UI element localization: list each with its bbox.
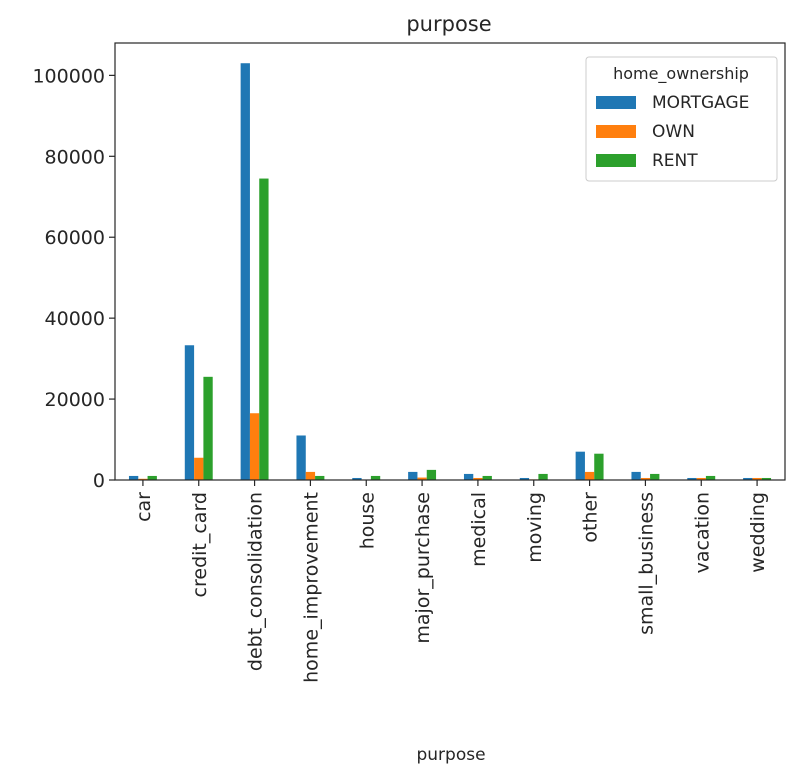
bar-own-wedding (752, 477, 762, 480)
y-tick-label: 60000 (45, 227, 105, 249)
bar-mortgage-home_improvement (296, 435, 306, 480)
bar-own-credit_card (194, 457, 204, 480)
bar-rent-major_purchase (426, 469, 437, 480)
bar-rent-credit_card (203, 376, 213, 480)
x-tick-label-home_improvement: home_improvement (300, 492, 322, 683)
y-tick-label: 100000 (32, 65, 105, 87)
x-tick-label-major_purchase: major_purchase (412, 492, 434, 644)
x-tick-label-vacation: vacation (691, 492, 713, 573)
legend-swatch-rent (596, 154, 636, 167)
bar-rent-home_improvement (315, 475, 325, 480)
x-axis: car credit_card debt_consolidation home_imp… (133, 480, 769, 683)
bar-rent-other (594, 453, 604, 480)
bar-rent-small_business (650, 473, 660, 480)
legend-label-mortgage: MORTGAGE (652, 93, 749, 113)
bar-own-major_purchase (417, 477, 427, 480)
legend: home_ownership MORTGAGE OWN RENT (585, 56, 778, 182)
bar-mortgage-debt_consolidation (240, 63, 250, 480)
bar-mortgage-moving (519, 477, 530, 480)
x-tick-label-other: other (580, 492, 602, 543)
x-tick-label-credit_card: credit_card (189, 492, 211, 597)
y-tick-label: 40000 (45, 308, 105, 330)
legend-swatch-mortgage (596, 96, 636, 109)
legend-label-own: OWN (652, 122, 695, 142)
plot-frame (114, 42, 786, 481)
bar-mortgage-medical (463, 473, 474, 480)
y-axis: 0 20000 40000 60000 80000 100000 (32, 65, 115, 492)
bar-mortgage-other (575, 451, 585, 480)
bar-own-small_business (640, 477, 651, 480)
x-axis-label: purpose (416, 745, 485, 765)
y-tick-label: 0 (93, 470, 105, 492)
bar-own-other (584, 471, 595, 480)
bar-mortgage-wedding (743, 477, 753, 480)
bar-mortgage-house (352, 477, 362, 480)
legend-box (585, 56, 778, 182)
bar-rent-moving (538, 473, 548, 480)
bar-rent-car (147, 475, 157, 480)
x-tick-label-car: car (133, 492, 155, 522)
bar-rent-medical (482, 475, 492, 480)
legend-swatch-own (596, 125, 636, 138)
legend-label-rent: RENT (652, 151, 698, 171)
x-tick-label-medical: medical (468, 492, 490, 567)
x-tick-label-small_business: small_business (635, 492, 657, 635)
bar-own-debt_consolidation (249, 413, 260, 480)
bar-mortgage-credit_card (184, 345, 195, 480)
bars-layer (128, 63, 772, 481)
y-tick-label: 20000 (45, 389, 105, 411)
legend-title: home_ownership (613, 64, 749, 84)
bar-mortgage-small_business (631, 471, 641, 480)
x-tick-label-wedding: wedding (747, 492, 769, 573)
bar-mortgage-car (128, 475, 139, 480)
y-tick-label: 80000 (45, 146, 105, 168)
bar-rent-wedding (761, 477, 772, 480)
bar-own-vacation (696, 477, 706, 480)
bar-rent-vacation (705, 475, 716, 480)
bar-own-home_improvement (305, 471, 316, 480)
x-tick-label-moving: moving (524, 492, 546, 563)
bar-own-car (138, 478, 148, 480)
bar-rent-house (370, 475, 381, 480)
bar-rent-debt_consolidation (259, 178, 269, 481)
chart-title: purpose (406, 12, 491, 36)
bar-own-medical (473, 477, 483, 480)
x-tick-label-debt_consolidation: debt_consolidation (245, 492, 267, 671)
bar-mortgage-major_purchase (408, 471, 418, 480)
bar-mortgage-vacation (687, 477, 697, 480)
x-tick-label-house: house (356, 492, 378, 549)
